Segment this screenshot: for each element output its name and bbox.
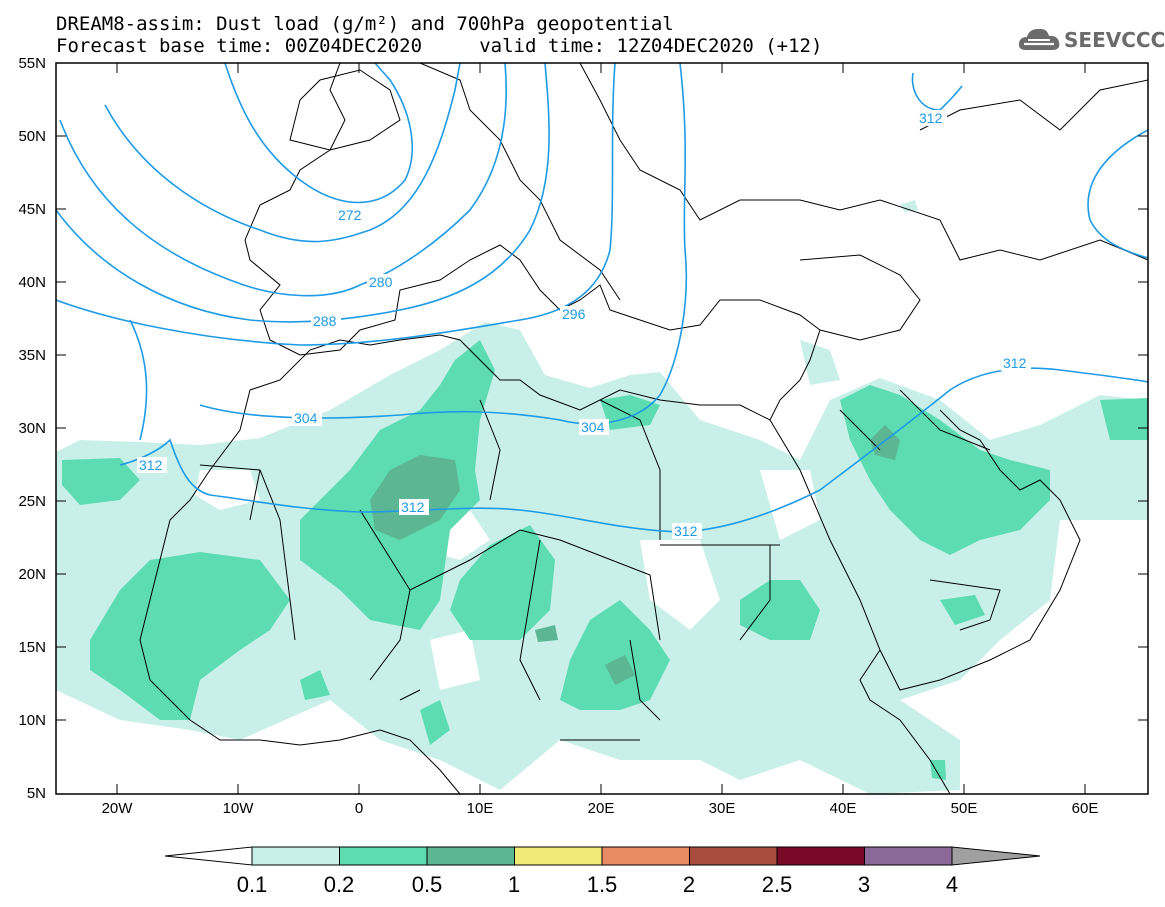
map-title-line1: DREAM8-assim: Dust load (g/m²) and 700hP… xyxy=(56,13,674,35)
contour-label-304-east: 304 xyxy=(581,419,605,435)
contour-label-280: 280 xyxy=(369,274,393,290)
dust-layer-dark xyxy=(370,425,900,685)
colorbar xyxy=(164,846,1041,866)
lon-label-0: 0 xyxy=(354,800,364,817)
colorbar-swatch-0 xyxy=(251,846,340,866)
lat-label-45n: 45N xyxy=(18,201,46,218)
colorbar-tick-7: 3 xyxy=(857,872,871,897)
contour-label-312-b: 312 xyxy=(401,499,425,515)
lon-label-10w: 10W xyxy=(222,800,254,817)
lat-label-30n: 30N xyxy=(18,420,46,437)
logo-text: SEEVCCC xyxy=(1064,28,1165,52)
lat-label-15n: 15N xyxy=(18,639,46,656)
lon-label-50e: 50E xyxy=(950,800,978,817)
map-title-line2: Forecast base time: 00Z04DEC2020 valid t… xyxy=(56,35,823,57)
colorbar-swatch-4 xyxy=(601,846,690,866)
colorbar-above-arrow xyxy=(951,846,1041,866)
lat-label-25n: 25N xyxy=(18,493,46,510)
colorbar-tick-2: 0.5 xyxy=(411,872,443,897)
colorbar-tick-0: 0.1 xyxy=(236,872,268,897)
lon-label-60e: 60E xyxy=(1071,800,1099,817)
cloud-icon xyxy=(1018,28,1060,50)
colorbar-swatch-7 xyxy=(864,846,953,866)
contour-label-304-west: 304 xyxy=(294,410,318,426)
contour-label-312-c: 312 xyxy=(674,523,698,539)
contour-label-312-a: 312 xyxy=(139,457,163,473)
lat-label-5n: 5N xyxy=(26,785,46,802)
colorbar-tick-4: 1.5 xyxy=(586,872,618,897)
colorbar-tick-6: 2.5 xyxy=(761,872,793,897)
lat-label-40n: 40N xyxy=(18,274,46,291)
seevccc-logo: SEEVCCC xyxy=(1018,24,1165,58)
lon-label-20e: 20E xyxy=(587,800,615,817)
contour-label-272: 272 xyxy=(338,207,362,223)
colorbar-tick-3: 1 xyxy=(507,872,521,897)
contour-label-312-e: 312 xyxy=(919,110,943,126)
colorbar-swatch-5 xyxy=(689,846,778,866)
contour-label-296: 296 xyxy=(562,306,586,322)
colorbar-tick-5: 2 xyxy=(682,872,696,897)
colorbar-swatch-6 xyxy=(776,846,865,866)
colorbar-swatch-2 xyxy=(426,846,515,866)
lon-label-20w: 20W xyxy=(101,800,133,817)
contour-label-312-d: 312 xyxy=(1003,355,1027,371)
colorbar-below-arrow xyxy=(164,846,253,866)
colorbar-tick-8: 4 xyxy=(945,872,959,897)
lon-label-10e: 10E xyxy=(466,800,494,817)
contour-labels: 272 280 288 296 304 304 312 312 312 312 … xyxy=(137,110,1031,539)
lat-label-10n: 10N xyxy=(18,712,46,729)
axis-ticks xyxy=(56,62,1148,794)
contour-label-288: 288 xyxy=(313,313,337,329)
lon-label-40e: 40E xyxy=(829,800,857,817)
lat-label-55n: 55N xyxy=(18,55,46,72)
lon-label-30e: 30E xyxy=(708,800,736,817)
geopotential-contours xyxy=(56,63,1148,533)
lat-label-50n: 50N xyxy=(18,128,46,145)
colorbar-tick-1: 0.2 xyxy=(323,872,355,897)
dust-shading xyxy=(56,200,1148,794)
coastlines xyxy=(139,63,1148,794)
lat-label-35n: 35N xyxy=(18,347,46,364)
colorbar-swatch-3 xyxy=(514,846,603,866)
lat-label-20n: 20N xyxy=(18,566,46,583)
colorbar-swatch-1 xyxy=(339,846,428,866)
